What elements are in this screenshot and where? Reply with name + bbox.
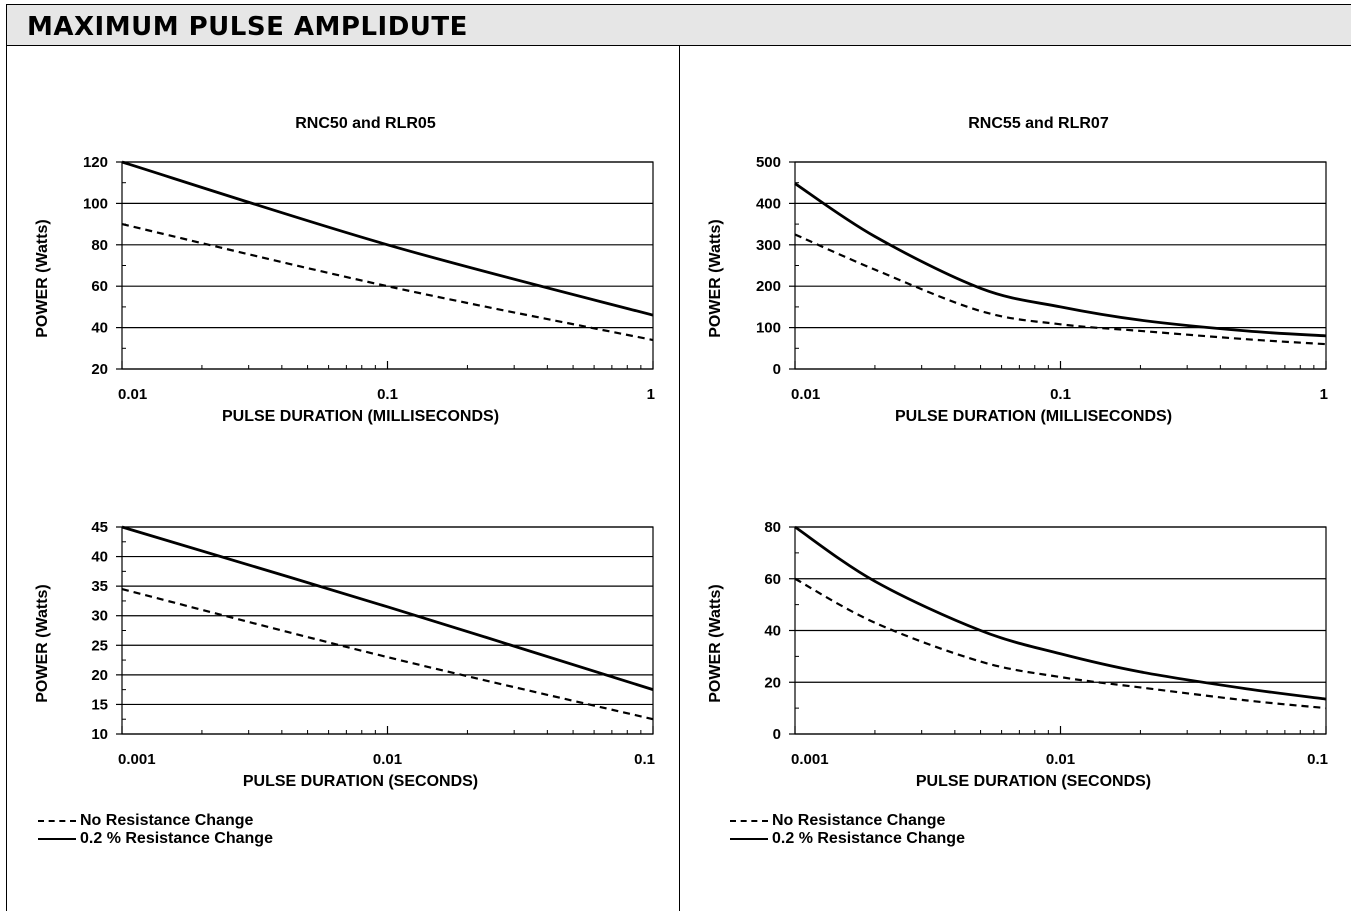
tick-label-x: 0.01 <box>791 386 820 403</box>
tick-label-x: 0.001 <box>791 751 829 768</box>
chart-3: 10 15 20 25 30 35 40 45 0.001 0.01 0.1 PULSE DURATI… <box>34 519 655 790</box>
plot-frame <box>121 161 654 370</box>
tick-label-y: 20 <box>91 667 108 684</box>
tick-label-x: 0.1 <box>1307 751 1328 768</box>
tick-label-y: 30 <box>91 608 108 625</box>
tick-label-y: 100 <box>83 195 108 212</box>
legend-label-dashed: No Resistance Change <box>80 812 254 829</box>
x-axis-label: PULSE DURATION (SECONDS) <box>243 773 478 790</box>
legend-right: No Resistance Change 0.2 % Resistance Ch… <box>730 812 965 848</box>
chart-4: 0 20 40 60 80 0.001 0.01 0.1 PULSE DURATION (SEC… <box>707 519 1328 790</box>
plot-frame <box>794 161 1327 370</box>
series-line-no-change <box>121 223 654 342</box>
series-line-0-2-percent <box>121 160 654 317</box>
tick-label-y: 40 <box>764 623 781 640</box>
plot-frame <box>121 526 654 735</box>
legend-swatch-solid <box>730 838 768 840</box>
tick-label-x: 0.01 <box>118 386 147 403</box>
x-axis-label: PULSE DURATION (SECONDS) <box>916 773 1151 790</box>
column-divider <box>679 46 680 911</box>
page-title: MAXIMUM PULSE AMPLIDUTE <box>27 12 468 42</box>
series-line-0-2-percent <box>794 525 1327 701</box>
legend-label-solid: 0.2 % Resistance Change <box>772 830 965 847</box>
tick-label-y: 45 <box>91 519 108 536</box>
legend-item-solid: 0.2 % Resistance Change <box>730 830 965 848</box>
tick-label-x: 0.01 <box>1046 751 1075 768</box>
tick-label-y: 40 <box>91 549 108 566</box>
tick-label-y: 400 <box>756 195 781 212</box>
legend-swatch-dashed <box>730 820 768 822</box>
tick-label-y: 10 <box>91 726 108 743</box>
y-axis-label: POWER (Watts) <box>707 219 724 338</box>
tick-label-x: 0.001 <box>118 751 156 768</box>
legend-swatch-dashed <box>38 820 76 822</box>
tick-label-x: 1 <box>1320 386 1328 403</box>
tick-label-y: 20 <box>91 361 108 378</box>
series-line-no-change <box>794 233 1327 346</box>
tick-label-y: 35 <box>91 578 108 595</box>
tick-label-x: 0.1 <box>634 751 655 768</box>
tick-label-y: 100 <box>756 320 781 337</box>
legend-label-solid: 0.2 % Resistance Change <box>80 830 273 847</box>
chart-title: RNC50 and RLR05 <box>295 115 436 132</box>
tick-label-y: 500 <box>756 154 781 171</box>
tick-label-y: 80 <box>764 519 781 536</box>
tick-label-y: 120 <box>83 154 108 171</box>
tick-label-y: 0 <box>773 361 781 378</box>
legend-item-dashed: No Resistance Change <box>38 812 273 830</box>
series-line-no-change <box>121 588 654 721</box>
tick-label-y: 15 <box>91 696 108 713</box>
y-axis-label: POWER (Watts) <box>707 584 724 703</box>
legend-left: No Resistance Change 0.2 % Resistance Ch… <box>38 812 273 848</box>
tick-label-x: 0.1 <box>1050 386 1071 403</box>
tick-label-y: 60 <box>764 571 781 588</box>
legend-item-dashed: No Resistance Change <box>730 812 965 830</box>
x-axis-label: PULSE DURATION (MILLISECONDS) <box>222 408 499 425</box>
y-axis-label: POWER (Watts) <box>34 584 51 703</box>
tick-label-y: 25 <box>91 637 108 654</box>
legend-label-dashed: No Resistance Change <box>772 812 946 829</box>
tick-label-x: 1 <box>647 386 655 403</box>
tick-label-y: 0 <box>773 726 781 743</box>
tick-label-y: 300 <box>756 237 781 254</box>
tick-label-y: 80 <box>91 237 108 254</box>
y-axis-label: POWER (Watts) <box>34 219 51 338</box>
series-line-0-2-percent <box>794 182 1327 338</box>
legend-item-solid: 0.2 % Resistance Change <box>38 830 273 848</box>
chart-1: 20 40 60 80 100 120 0.01 0.1 1 PULSE DURATION (MI… <box>34 115 655 425</box>
tick-label-x: 0.1 <box>377 386 398 403</box>
tick-label-y: 200 <box>756 278 781 295</box>
chart-2: 0 100 200 300 400 500 0.01 0.1 1 PULSE DURATION (… <box>707 115 1328 425</box>
page-header: MAXIMUM PULSE AMPLIDUTE <box>6 4 1351 46</box>
tick-label-y: 60 <box>91 278 108 295</box>
chart-title: RNC55 and RLR07 <box>968 115 1109 132</box>
series-line-0-2-percent <box>121 525 654 691</box>
x-axis-label: PULSE DURATION (MILLISECONDS) <box>895 408 1172 425</box>
series-line-no-change <box>794 577 1327 710</box>
tick-label-y: 20 <box>764 674 781 691</box>
tick-label-x: 0.01 <box>373 751 402 768</box>
legend-swatch-solid <box>38 838 76 840</box>
tick-label-y: 40 <box>91 320 108 337</box>
